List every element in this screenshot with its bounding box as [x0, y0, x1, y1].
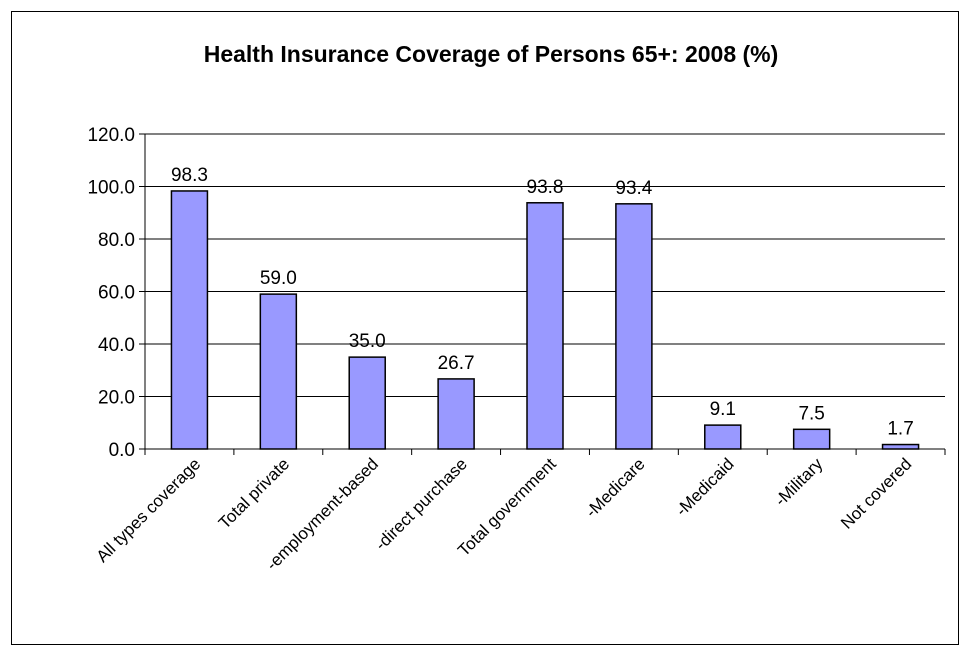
bar: [348, 356, 386, 450]
bar: [526, 202, 564, 450]
chart-frame: [11, 11, 959, 645]
x-tick-label: -Military: [771, 454, 827, 510]
x-tick-label: Total private: [215, 454, 293, 532]
y-tick-label: 60.0: [98, 283, 135, 304]
data-label: 35.0: [349, 331, 386, 352]
bar: [437, 378, 475, 450]
chart-title: Health Insurance Coverage of Persons 65+…: [204, 41, 779, 67]
bar: [170, 190, 209, 450]
bar: [792, 428, 831, 450]
x-tick-label: -Medicaid: [672, 454, 738, 520]
x-tick-label: Not covered: [837, 454, 915, 532]
x-tick-label: All types coverage: [93, 454, 205, 566]
data-labels: 98.3 59.0 35.0 26.7 93.8 93.4 9.1 7.5 1.7: [171, 165, 914, 440]
bars: [170, 190, 920, 450]
y-tick-label: 120.0: [87, 125, 135, 146]
y-tick-label: 40.0: [98, 335, 135, 356]
x-tick-label: -Medicare: [582, 454, 649, 521]
y-tick-label: 80.0: [98, 230, 135, 251]
data-label: 26.7: [438, 353, 475, 374]
axes: [139, 133, 946, 455]
x-tick-label: Total government: [454, 454, 560, 560]
data-label: 93.8: [527, 177, 564, 198]
x-tick-label: -direct purchase: [371, 454, 471, 554]
y-tick-labels: 0.0 20.0 40.0 60.0 80.0 100.0 120.0: [87, 125, 135, 461]
data-label: 9.1: [710, 399, 736, 420]
data-label: 93.4: [615, 178, 652, 199]
y-tick-label: 100.0: [87, 178, 135, 199]
y-tick-label: 0.0: [109, 440, 135, 461]
data-label: 1.7: [887, 419, 913, 440]
x-tick-labels: All types coverage Total private-employme…: [93, 454, 916, 574]
bar: [881, 443, 920, 450]
y-tick-label: 20.0: [98, 388, 135, 409]
bar: [615, 203, 653, 450]
data-label: 98.3: [171, 165, 208, 186]
data-label: 59.0: [260, 268, 297, 289]
bar: [704, 424, 742, 450]
bar: [259, 293, 298, 450]
data-label: 7.5: [798, 403, 824, 424]
